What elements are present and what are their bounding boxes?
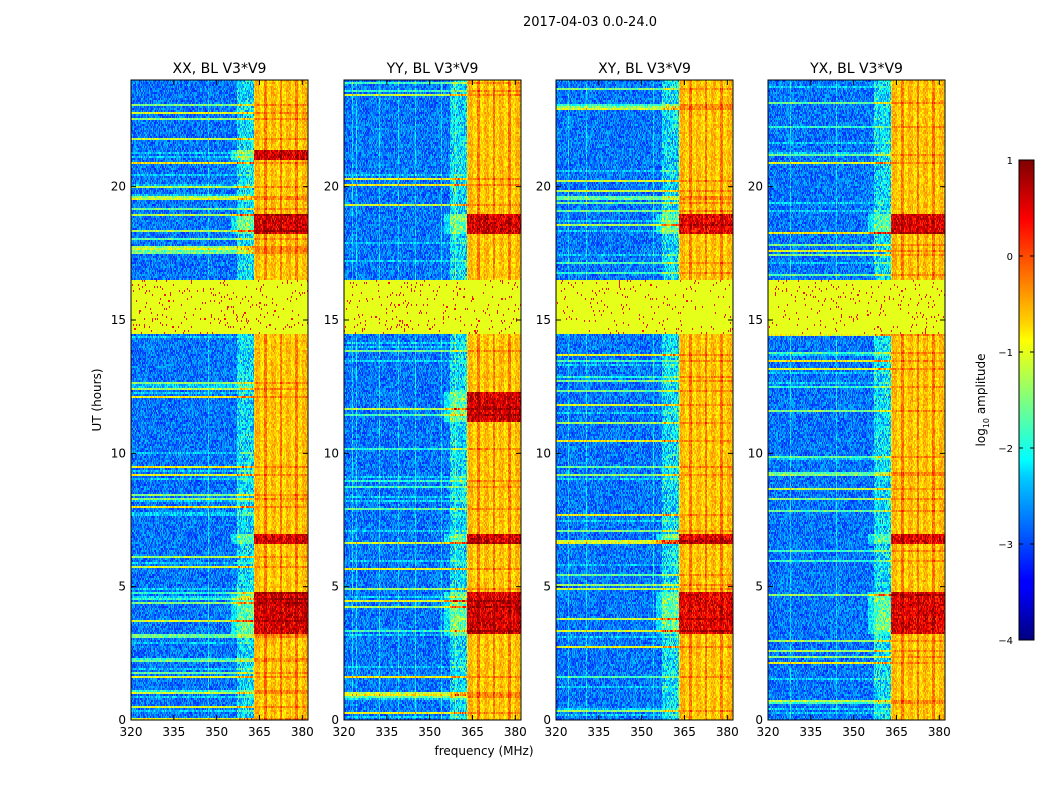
x-tick-label: 380 bbox=[928, 725, 951, 739]
y-tick-label: 0 bbox=[118, 713, 126, 727]
x-tick-label: 350 bbox=[630, 725, 653, 739]
colorbar-tick-label: −1 bbox=[998, 348, 1013, 359]
panel-frame bbox=[343, 79, 522, 721]
x-tick-label: 380 bbox=[291, 725, 314, 739]
x-tick-label: 365 bbox=[248, 725, 271, 739]
colorbar-tick-label: 0 bbox=[1007, 252, 1013, 263]
x-tick-label: 350 bbox=[842, 725, 865, 739]
heatmap-image-yx bbox=[768, 80, 945, 720]
heatmap-image-xx bbox=[131, 80, 308, 720]
y-tick-label: 0 bbox=[755, 713, 763, 727]
x-tick-label: 335 bbox=[375, 725, 398, 739]
colorbar-label-log: log bbox=[974, 428, 988, 446]
heatmap-panel-yx: YX, BL V3*V9 320 335 350 365 380 0 5 10 15 20 bbox=[748, 61, 951, 739]
y-tick-label: 10 bbox=[324, 446, 339, 460]
y-axis-label: UT (hours) bbox=[90, 368, 104, 431]
figure-suptitle: 2017-04-03 0.0-24.0 bbox=[523, 15, 657, 30]
panel-title: XX, BL V3*V9 bbox=[173, 61, 267, 77]
x-tick-label: 335 bbox=[587, 725, 610, 739]
y-tick-label: 10 bbox=[748, 446, 763, 460]
y-tick-label: 15 bbox=[324, 313, 339, 327]
panel-title: XY, BL V3*V9 bbox=[598, 61, 691, 77]
colorbar: 10−1−2−3−4 log10 amplitude bbox=[974, 156, 1035, 647]
colorbar-gradient bbox=[1018, 159, 1035, 641]
y-tick-label: 20 bbox=[324, 180, 339, 194]
colorbar-label-subscript: 10 bbox=[982, 418, 991, 428]
y-tick-label: 5 bbox=[331, 580, 339, 594]
x-tick-label: 380 bbox=[716, 725, 739, 739]
x-tick-label: 335 bbox=[799, 725, 822, 739]
x-tick-label: 365 bbox=[673, 725, 696, 739]
heatmap-panel-xy: XY, BL V3*V9 320 335 350 365 380 0 5 10 15 20 bbox=[536, 61, 739, 739]
y-tick-label: 15 bbox=[536, 313, 551, 327]
y-tick-label: 15 bbox=[748, 313, 763, 327]
x-tick-label: 335 bbox=[162, 725, 185, 739]
y-tick-label: 5 bbox=[118, 580, 126, 594]
colorbar-label: log10 amplitude bbox=[974, 354, 991, 447]
heatmap-panel-yy: YY, BL V3*V9 320 335 350 365 380 0 5 10 15 20 bbox=[324, 61, 527, 739]
colorbar-tick-label: −3 bbox=[998, 540, 1013, 551]
heatmap-image-yy bbox=[344, 80, 521, 720]
y-tick-label: 20 bbox=[536, 180, 551, 194]
heatmap-panel-xx: XX, BL V3*V9 320 335 350 365 380 0 5 10 15 20 bbox=[111, 61, 314, 739]
x-tick-label: 380 bbox=[504, 725, 527, 739]
colorbar-tick-label: −4 bbox=[998, 636, 1013, 647]
panel-frame bbox=[130, 79, 309, 721]
x-tick-label: 320 bbox=[120, 725, 143, 739]
y-tick-label: 15 bbox=[111, 313, 126, 327]
x-tick-label: 350 bbox=[205, 725, 228, 739]
x-tick-label: 320 bbox=[545, 725, 568, 739]
panel-frame bbox=[767, 79, 946, 721]
x-axis-label: frequency (MHz) bbox=[434, 744, 533, 758]
colorbar-tick-label: 1 bbox=[1007, 156, 1013, 167]
panel-title: YX, BL V3*V9 bbox=[809, 61, 903, 77]
y-tick-label: 20 bbox=[111, 180, 126, 194]
panel-frame bbox=[555, 79, 734, 721]
panel-title: YY, BL V3*V9 bbox=[386, 61, 479, 77]
heatmap-image-xy bbox=[556, 80, 733, 720]
x-tick-label: 320 bbox=[333, 725, 356, 739]
y-tick-label: 0 bbox=[543, 713, 551, 727]
y-tick-label: 0 bbox=[331, 713, 339, 727]
y-tick-label: 5 bbox=[543, 580, 551, 594]
x-tick-label: 365 bbox=[885, 725, 908, 739]
x-tick-label: 320 bbox=[757, 725, 780, 739]
y-tick-label: 20 bbox=[748, 180, 763, 194]
colorbar-tick-label: −2 bbox=[998, 444, 1013, 455]
y-tick-label: 10 bbox=[111, 446, 126, 460]
x-tick-label: 365 bbox=[461, 725, 484, 739]
colorbar-ticks: 1 0 −1 −2 −3 −4 bbox=[998, 156, 1034, 647]
x-tick-label: 350 bbox=[418, 725, 441, 739]
colorbar-label-units: amplitude bbox=[974, 354, 988, 418]
y-tick-label: 5 bbox=[755, 580, 763, 594]
y-tick-label: 10 bbox=[536, 446, 551, 460]
